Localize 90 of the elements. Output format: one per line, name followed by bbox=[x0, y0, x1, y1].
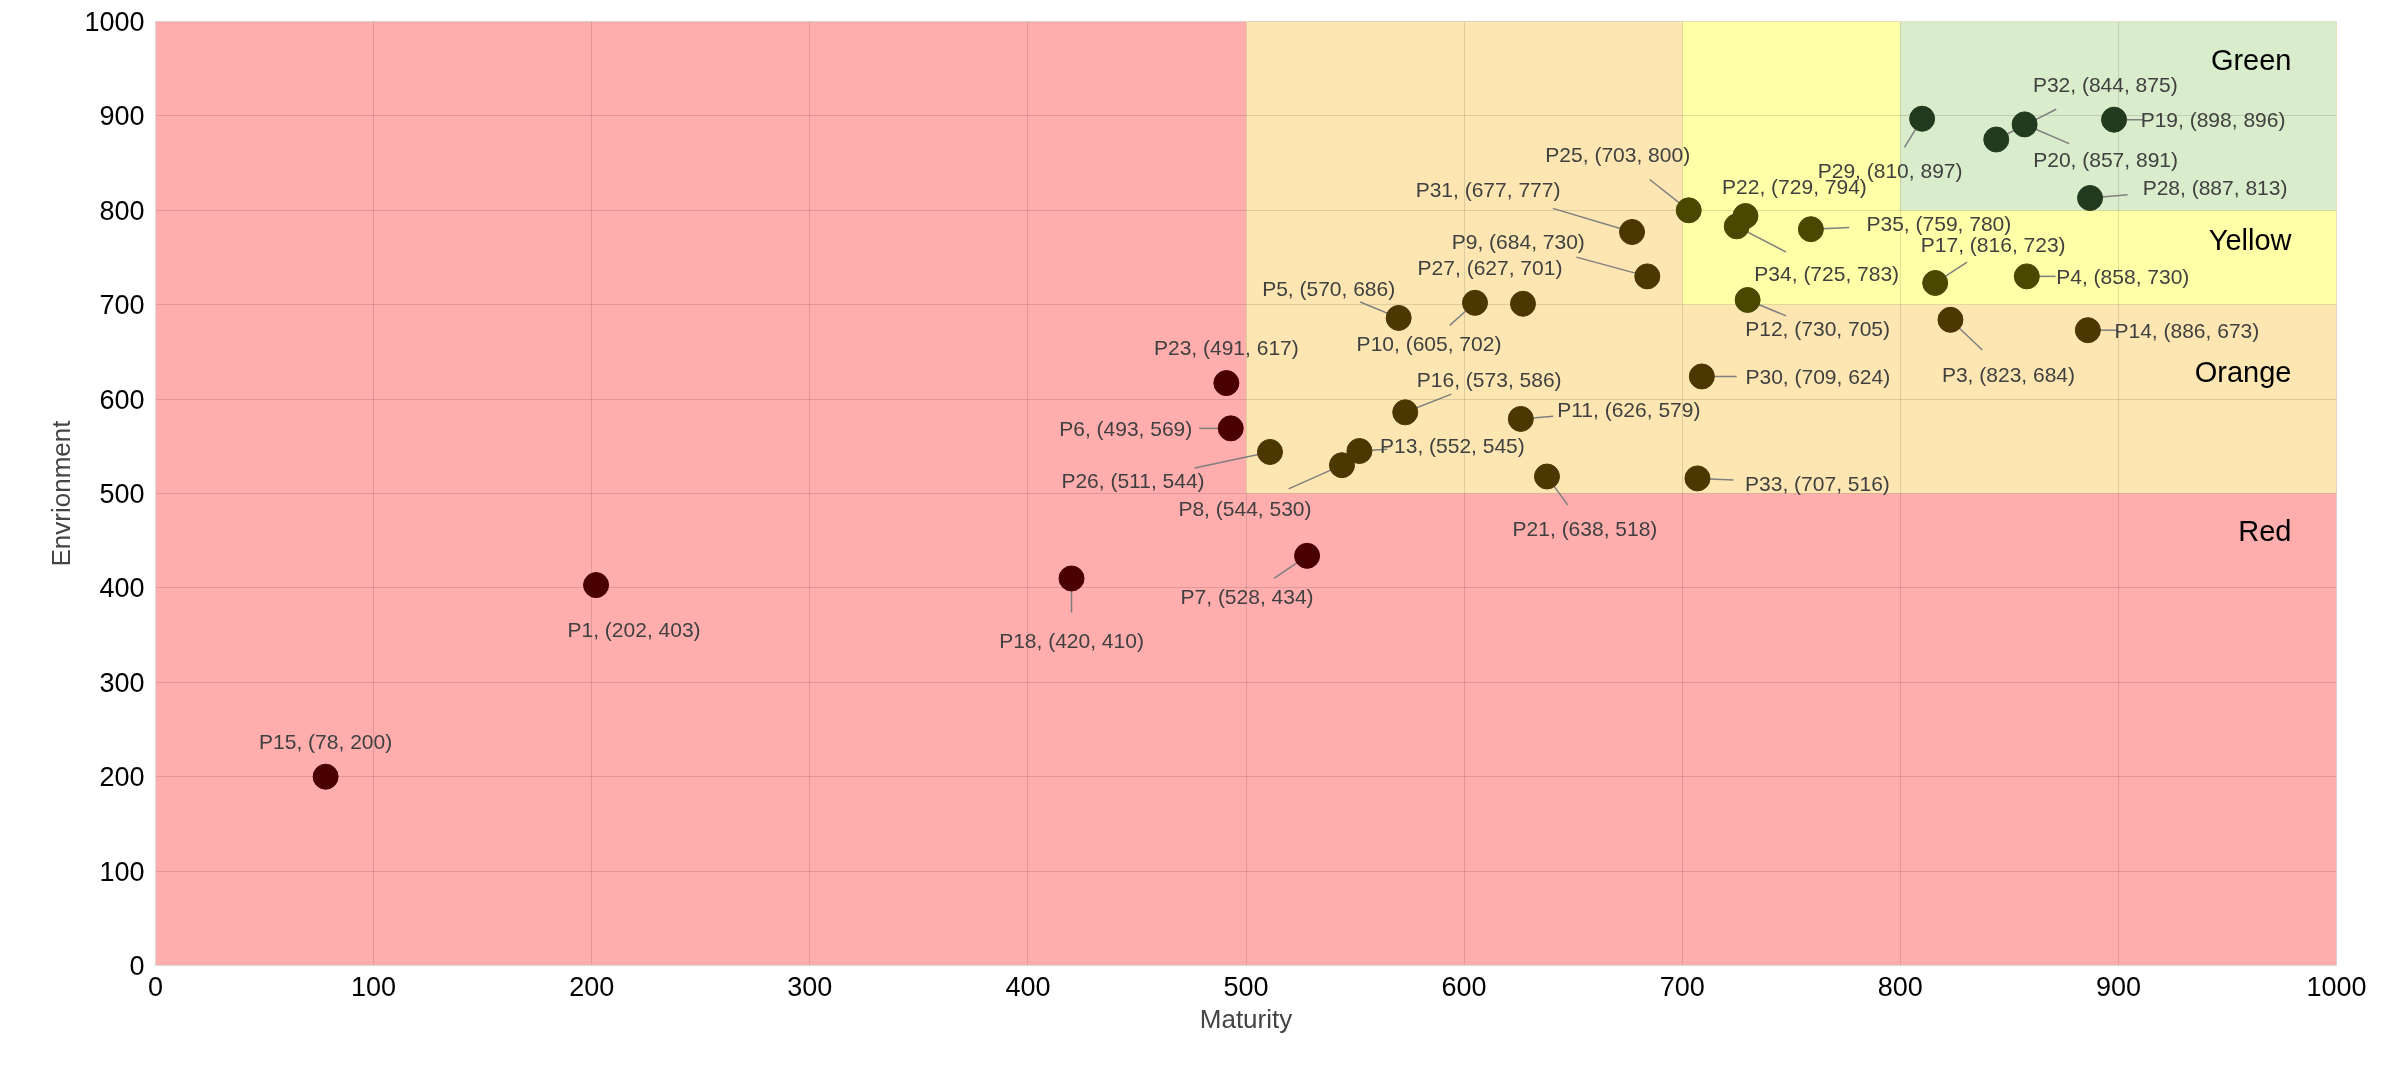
x-tick-label: 700 bbox=[1659, 971, 1705, 1002]
point bbox=[1937, 306, 1964, 333]
band-label: Orange bbox=[2194, 355, 2292, 388]
point bbox=[1462, 289, 1489, 316]
point bbox=[1213, 370, 1240, 397]
point bbox=[1058, 565, 1085, 592]
data-label: P34, (725, 783) bbox=[1754, 261, 1900, 285]
data-label: P11, (626, 579) bbox=[1557, 398, 1701, 422]
point bbox=[1688, 363, 1715, 390]
data-label: P33, (707, 516) bbox=[1745, 471, 1890, 495]
data-label: P30, (709, 624) bbox=[1745, 364, 1891, 388]
data-label: P1, (202, 403) bbox=[567, 617, 701, 641]
data-label: P3, (823, 684) bbox=[1941, 363, 2076, 387]
data-label: P35, (759, 780) bbox=[1866, 211, 2012, 235]
band-label: Yellow bbox=[2208, 224, 2293, 257]
point bbox=[583, 572, 610, 599]
point bbox=[1346, 438, 1373, 464]
point bbox=[2101, 106, 2128, 133]
point bbox=[1723, 213, 1750, 240]
data-label: P25, (703, 800) bbox=[1545, 142, 1691, 166]
data-label: P27, (627, 701) bbox=[1417, 256, 1563, 280]
y-tick-label: 300 bbox=[99, 667, 145, 698]
x-tick-label: 800 bbox=[1877, 971, 1923, 1002]
point bbox=[2074, 317, 2101, 344]
y-axis-title: Envrionment bbox=[46, 419, 77, 567]
data-label: P23, (491, 617) bbox=[1153, 335, 1299, 359]
point bbox=[2077, 185, 2104, 211]
data-label: P4, (858, 730) bbox=[2056, 264, 2190, 288]
data-label: P13, (552, 545) bbox=[1380, 433, 1525, 457]
y-tick-label: 0 bbox=[129, 951, 145, 981]
data-label: P21, (638, 518) bbox=[1512, 517, 1658, 541]
data-label: P6, (493, 569) bbox=[1059, 416, 1193, 440]
y-tick-label: 800 bbox=[99, 195, 145, 226]
data-label: P18, (420, 410) bbox=[999, 628, 1144, 652]
point bbox=[1507, 405, 1534, 432]
y-tick-label: 200 bbox=[99, 762, 145, 793]
data-label: P5, (570, 686) bbox=[1262, 277, 1396, 301]
x-tick-label: 0 bbox=[147, 971, 164, 1002]
y-tick-label: 700 bbox=[99, 290, 145, 321]
point bbox=[1909, 105, 1936, 132]
data-label: P8, (544, 530) bbox=[1178, 496, 1312, 520]
point bbox=[1256, 438, 1283, 465]
data-label: P16, (573, 586) bbox=[1416, 367, 1562, 391]
point bbox=[1684, 465, 1711, 492]
data-label: P32, (844, 875) bbox=[2032, 73, 2178, 96]
point bbox=[1217, 415, 1244, 442]
x-tick-label: 900 bbox=[2095, 971, 2141, 1002]
point bbox=[1619, 219, 1646, 245]
x-tick-label: 100 bbox=[351, 971, 397, 1002]
band-label: Red bbox=[2238, 514, 2292, 547]
x-tick-label: 500 bbox=[1223, 971, 1269, 1002]
point bbox=[1509, 290, 1536, 317]
y-tick-label: 400 bbox=[99, 573, 145, 604]
data-label: P9, (684, 730) bbox=[1451, 229, 1585, 253]
data-label: P31, (677, 777) bbox=[1415, 177, 1561, 201]
data-label: P26, (511, 544) bbox=[1061, 469, 1205, 493]
x-tick-label: 200 bbox=[569, 971, 615, 1002]
point bbox=[2013, 263, 2040, 290]
y-tick-label: 600 bbox=[99, 384, 145, 415]
y-tick-label: 1000 bbox=[84, 7, 145, 37]
point bbox=[1797, 216, 1824, 243]
point bbox=[1533, 463, 1560, 490]
x-axis-title: Maturity bbox=[1199, 1003, 1293, 1034]
data-label: P12, (730, 705) bbox=[1745, 317, 1891, 341]
point bbox=[1392, 399, 1419, 426]
point bbox=[1983, 126, 2010, 153]
y-tick-label: 900 bbox=[99, 101, 145, 132]
data-label: P15, (78, 200) bbox=[259, 730, 393, 754]
data-label: P20, (857, 891) bbox=[2033, 147, 2178, 171]
x-tick-label: 400 bbox=[1005, 971, 1051, 1002]
point bbox=[1734, 287, 1761, 313]
y-tick-label: 100 bbox=[99, 856, 145, 887]
data-label: P7, (528, 434) bbox=[1180, 585, 1314, 609]
data-label: P28, (887, 813) bbox=[2142, 175, 2288, 199]
data-label: P10, (605, 702) bbox=[1356, 332, 1502, 356]
data-label: P14, (886, 673) bbox=[2114, 318, 2260, 342]
point bbox=[1675, 197, 1702, 224]
point bbox=[1385, 304, 1412, 331]
data-label: P19, (898, 896) bbox=[2140, 108, 2286, 132]
point bbox=[1294, 542, 1321, 569]
point bbox=[312, 763, 339, 790]
point bbox=[1634, 263, 1661, 290]
point bbox=[2011, 111, 2038, 138]
x-tick-label: 1000 bbox=[2306, 971, 2367, 1002]
band-label: Green bbox=[2210, 43, 2292, 76]
y-tick-label: 500 bbox=[99, 479, 145, 509]
point bbox=[1328, 452, 1355, 479]
x-tick-label: 300 bbox=[787, 971, 833, 1002]
x-tick-label: 600 bbox=[1441, 971, 1487, 1002]
point bbox=[1922, 270, 1949, 296]
